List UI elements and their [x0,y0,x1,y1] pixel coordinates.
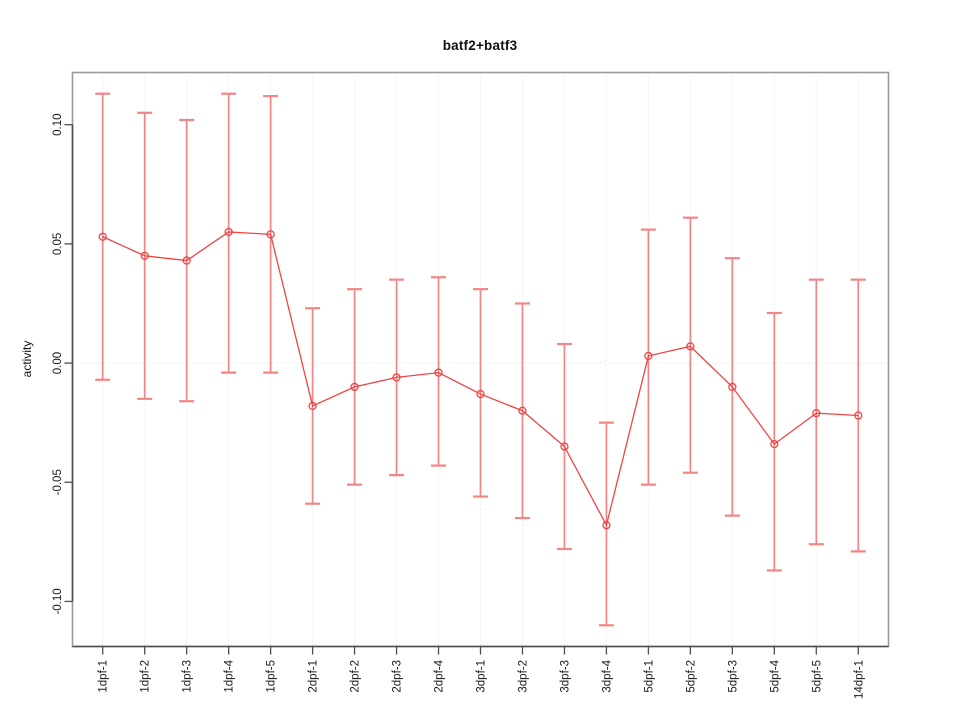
data-point [308,401,317,411]
x-tick-label: 5dpf-4 [769,659,781,692]
data-point [518,406,527,415]
data-point [770,439,779,449]
data-point [644,351,653,361]
data-point [602,521,611,530]
data-point [560,442,569,451]
x-tick-label: 3dpf-1 [476,660,488,693]
series-line [102,231,859,527]
x-tick-label: 2dpf-1 [308,660,320,693]
y-tick-label: 0.05 [52,233,64,255]
data-point [686,342,695,351]
x-tick-label: 5dpf-3 [727,660,739,693]
y-tick-label: -0.05 [52,469,64,495]
data-point [266,230,275,239]
y-tick-label: 0.10 [52,114,64,136]
data-point [728,382,737,392]
data-point [434,368,443,377]
data-point [224,227,233,237]
x-tick-label: 14dpf-1 [853,660,865,699]
x-tick-label: 3dpf-2 [517,660,529,693]
x-tick-label: 2dpf-3 [392,660,404,693]
x-tick-label: 1dpf-2 [140,660,152,693]
x-tick-label: 5dpf-2 [685,660,697,693]
x-tick-label: 3dpf-3 [559,660,571,693]
x-tick-label: 1dpf-5 [266,660,278,693]
x-tick-label: 3dpf-4 [601,659,613,692]
data-point [812,408,821,418]
data-point [476,389,485,399]
x-tick-label: 5dpf-5 [811,660,823,693]
data-point [392,373,401,382]
x-tick-label: 2dpf-4 [434,659,446,692]
data-point [182,256,191,265]
x-tick-label: 1dpf-1 [98,660,110,693]
y-tick-label: 0.00 [52,352,64,374]
y-tick-label: -0.10 [52,588,64,614]
x-tick-label: 5dpf-1 [643,660,655,693]
data-point [854,411,863,420]
data-point [140,251,149,260]
chart-title: batf2+batf3 [442,38,518,53]
x-tick-label: 2dpf-2 [350,660,362,693]
data-point [350,382,359,392]
x-tick-label: 1dpf-3 [182,660,194,693]
data-point [98,232,107,241]
x-tick-label: 1dpf-4 [224,659,236,692]
